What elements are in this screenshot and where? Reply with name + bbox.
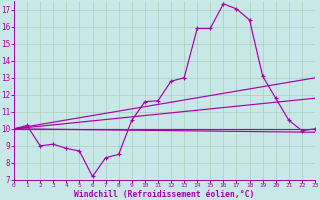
X-axis label: Windchill (Refroidissement éolien,°C): Windchill (Refroidissement éolien,°C) (74, 190, 255, 199)
